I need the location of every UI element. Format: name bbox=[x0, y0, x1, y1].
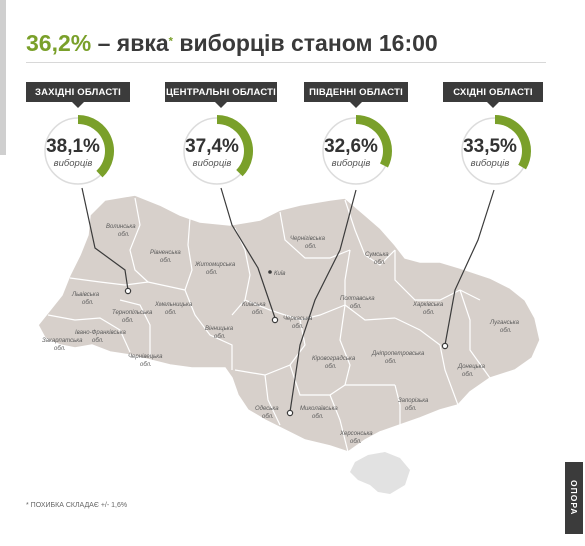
region-label: обл. bbox=[423, 310, 435, 316]
region-label: обл. bbox=[206, 270, 218, 276]
badge-central: ЦЕНТРАЛЬНІ ОБЛАСТІ bbox=[165, 82, 277, 108]
brand-logo: ОПОРА bbox=[565, 462, 583, 534]
region-label: Миколаївська bbox=[300, 406, 338, 412]
region-label: обл. bbox=[252, 310, 264, 316]
region-label: Івано-Франківська bbox=[75, 330, 127, 336]
region-label: обл. bbox=[305, 244, 317, 250]
footnote: * ПОХИБКА СКЛАДАЄ +/- 1,6% bbox=[26, 502, 128, 509]
region-label: обл. bbox=[82, 300, 94, 306]
region-label: обл. bbox=[500, 328, 512, 334]
region-label: обл. bbox=[325, 364, 337, 370]
region-label: обл. bbox=[160, 258, 172, 264]
title-text: – явка bbox=[91, 30, 169, 56]
region-label: обл. bbox=[118, 232, 130, 238]
gauge-caption: виборців bbox=[470, 158, 510, 169]
region-label: Херсонська bbox=[339, 431, 373, 437]
capital-dot bbox=[268, 270, 272, 274]
gauge-caption: виборців bbox=[331, 158, 371, 169]
connector-dots bbox=[124, 287, 449, 417]
region-label: Хмельницька bbox=[154, 302, 193, 308]
badge-south: ПІВДЕННІ ОБЛАСТІ bbox=[304, 82, 408, 108]
region-label: Одеська bbox=[255, 406, 279, 412]
gauge-ring bbox=[183, 115, 253, 185]
asterisk-mark: * bbox=[168, 35, 173, 48]
region-label: Луганська bbox=[489, 320, 520, 326]
region-label: обл. bbox=[350, 304, 362, 310]
region-label: Чернівецька bbox=[128, 354, 163, 360]
capital-label: Київ bbox=[274, 271, 285, 277]
region-label: обл. bbox=[374, 260, 386, 266]
connector-lines bbox=[81, 187, 495, 413]
header-divider bbox=[26, 62, 546, 63]
gauge-arc bbox=[355, 115, 392, 168]
region-label: Вінницька bbox=[205, 326, 234, 332]
badge-west: ЗАХІДНІ ОБЛАСТІ bbox=[26, 82, 130, 108]
gauge-arc bbox=[494, 115, 531, 170]
region-label: Кіровоградська bbox=[312, 356, 356, 362]
badge-east: СХІДНІ ОБЛАСТІ bbox=[443, 82, 543, 108]
region-borders bbox=[47, 197, 491, 453]
gauge-value: 32,6% bbox=[324, 136, 378, 157]
region-label: Тернопільська bbox=[112, 310, 153, 316]
left-accent-bar bbox=[0, 0, 6, 155]
gauge-arc bbox=[216, 115, 253, 177]
gauge-west: 38,1% виборців bbox=[39, 112, 117, 190]
region-label: обл. bbox=[312, 414, 324, 420]
region-label: обл. bbox=[292, 324, 304, 330]
region-label: Полтавська bbox=[340, 296, 375, 302]
region-label: Волинська bbox=[106, 224, 136, 230]
gauge-value: 33,5% bbox=[463, 136, 517, 157]
gauge-value: 37,4% bbox=[185, 136, 239, 157]
region-label: обл. bbox=[385, 359, 397, 365]
region-label: обл. bbox=[54, 346, 66, 352]
gauge-arc bbox=[77, 115, 114, 178]
region-label: обл. bbox=[405, 406, 417, 412]
crimea-shape bbox=[350, 452, 410, 494]
mainland-shape bbox=[37, 194, 541, 453]
region-label: Сумська bbox=[365, 252, 389, 258]
region-label: обл. bbox=[262, 414, 274, 420]
gauge-value: 38,1% bbox=[46, 136, 100, 157]
gauge-ring bbox=[461, 115, 531, 185]
title-text-2: виборців станом 16:00 bbox=[172, 30, 438, 56]
region-label: обл. bbox=[350, 439, 362, 445]
gauge-central: 37,4% виборців bbox=[178, 112, 256, 190]
region-label: Київська bbox=[242, 302, 266, 308]
region-label: Харківська bbox=[412, 302, 444, 308]
region-label: обл. bbox=[165, 310, 177, 316]
region-label: обл. bbox=[92, 338, 104, 344]
region-labels: Волинська обл. Рівненська обл. Житомирсь… bbox=[42, 224, 520, 445]
region-label: обл. bbox=[462, 372, 474, 378]
gauge-caption: виборців bbox=[53, 158, 93, 169]
region-label: Житомирська bbox=[194, 262, 236, 268]
gauge-ring bbox=[322, 115, 392, 185]
region-label: Запорізька bbox=[398, 398, 429, 404]
region-label: обл. bbox=[122, 318, 134, 324]
turnout-value: 36,2% bbox=[26, 30, 92, 56]
region-label: обл. bbox=[214, 334, 226, 340]
gauge-ring bbox=[44, 115, 114, 185]
region-label: Дніпропетровська bbox=[371, 351, 425, 357]
gauge-east: 33,5% виборців bbox=[456, 112, 534, 190]
region-label: Чернігівська bbox=[290, 236, 326, 242]
region-label: Рівненська bbox=[150, 250, 181, 256]
region-label: обл. bbox=[140, 362, 152, 368]
region-label: Черкаська bbox=[283, 316, 313, 322]
region-label: Закарпатська bbox=[42, 338, 83, 344]
region-label: Донецька bbox=[457, 364, 486, 370]
gauge-caption: виборців bbox=[192, 158, 232, 169]
page-title: 36,2% – явка* виборців станом 16:00 bbox=[26, 30, 438, 57]
gauge-south: 32,6% виборців bbox=[317, 112, 395, 190]
region-label: Львівська bbox=[71, 292, 100, 298]
